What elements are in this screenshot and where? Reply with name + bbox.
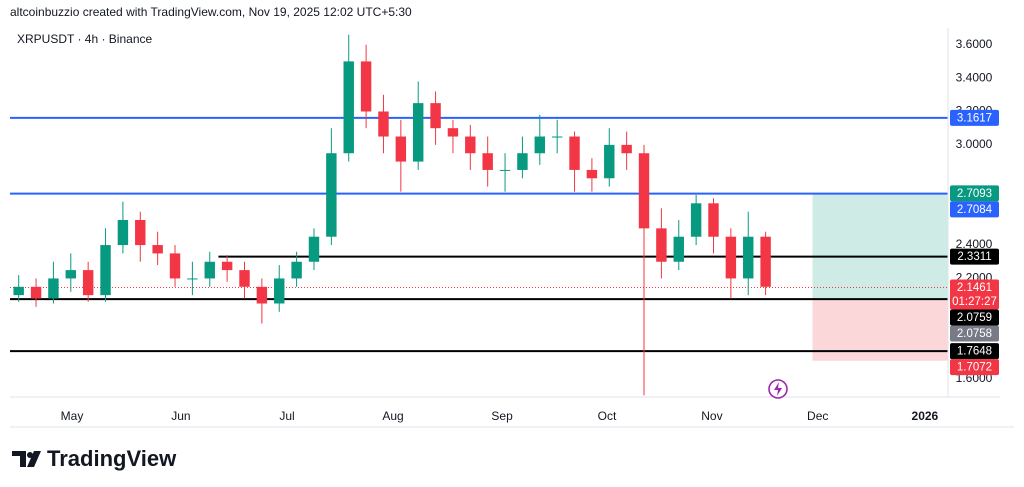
tv-logo xyxy=(12,451,41,467)
y-tick-label: 2.4000 xyxy=(956,237,993,251)
candle-body xyxy=(274,278,285,304)
price-label-box xyxy=(950,309,999,326)
candle-body xyxy=(152,245,163,254)
price-label-box xyxy=(950,201,999,218)
candle-body xyxy=(656,228,667,262)
candle-body xyxy=(708,203,719,237)
x-tick-label: Oct xyxy=(598,409,617,423)
candle-body xyxy=(221,261,233,271)
candle-body xyxy=(638,153,650,229)
price-label: 1.7072 xyxy=(957,362,992,374)
y-tick-label: 3.6000 xyxy=(956,37,993,51)
header: altcoinbuzzio created with TradingView.c… xyxy=(10,5,412,19)
candle-body xyxy=(239,270,250,287)
price-label-box xyxy=(950,185,999,202)
candle-body xyxy=(360,61,372,112)
x-tick-label: 2026 xyxy=(912,409,939,423)
countdown-label: 01:27:27 xyxy=(952,296,997,308)
candle-body xyxy=(395,136,407,162)
candle-body xyxy=(135,220,146,246)
price-label-box xyxy=(950,343,999,360)
candle-body xyxy=(48,278,59,299)
price-label: 1.7648 xyxy=(957,346,992,358)
candle-body xyxy=(499,169,511,171)
price-label-box xyxy=(950,325,999,342)
candle-body xyxy=(621,144,632,154)
price-label: 2.0758 xyxy=(957,328,992,340)
price-label-box xyxy=(950,248,999,265)
price-label-box xyxy=(950,109,999,126)
candle-body xyxy=(673,236,684,262)
symbol-title: XRPUSDT · 4h · Binance xyxy=(17,32,152,46)
candle-body xyxy=(187,278,198,280)
candle-body xyxy=(291,261,302,279)
event-icon-bolt xyxy=(774,382,782,396)
candle-body xyxy=(378,111,389,137)
candle-body xyxy=(204,261,215,279)
candle-body xyxy=(604,144,615,179)
candle-body xyxy=(65,270,77,279)
x-tick-label: Sep xyxy=(491,409,513,423)
footer-logo-text: TradingView xyxy=(47,446,177,471)
candle-body xyxy=(517,153,528,170)
candle-body xyxy=(412,103,424,162)
candle-body xyxy=(725,236,737,279)
candle-body xyxy=(430,103,441,129)
candle-body xyxy=(447,128,459,137)
x-tick-label: Aug xyxy=(382,409,403,423)
y-tick-label: 3.4000 xyxy=(956,70,993,84)
candle-body xyxy=(569,136,580,170)
candle-body xyxy=(690,203,702,237)
candle-body xyxy=(256,286,268,304)
candle-body xyxy=(760,236,771,287)
price-label-box xyxy=(950,359,999,376)
plot-area xyxy=(10,34,948,396)
candle-body xyxy=(308,236,320,262)
x-tick-label: Dec xyxy=(807,409,828,423)
candle-body xyxy=(169,253,181,279)
candle-body xyxy=(13,286,24,296)
candle-body xyxy=(117,220,129,246)
price-label: 2.0759 xyxy=(957,312,992,324)
price-label: 2.3311 xyxy=(957,251,991,263)
candle-body xyxy=(465,136,476,154)
x-tick-label: Jul xyxy=(279,409,294,423)
candle-body xyxy=(30,286,42,299)
price-label-box xyxy=(950,279,999,310)
logo-shape xyxy=(27,451,41,467)
logo-shape xyxy=(27,452,33,458)
price-label: 2.1461 xyxy=(957,282,992,294)
candle-body xyxy=(586,169,598,179)
x-tick-label: Nov xyxy=(701,409,722,423)
candle-body xyxy=(743,236,754,279)
logo-shape xyxy=(12,451,26,467)
price-label: 3.1617 xyxy=(957,112,992,124)
position-profit-zone xyxy=(812,193,948,300)
price-label: 2.7084 xyxy=(957,204,993,216)
candle-body xyxy=(534,136,546,154)
candle-body xyxy=(326,153,337,237)
candle-body xyxy=(100,245,111,296)
candle-body xyxy=(482,153,493,170)
x-tick-label: Jun xyxy=(171,409,190,423)
y-tick-label: 3.0000 xyxy=(956,137,993,151)
price-label: 2.7093 xyxy=(957,188,992,200)
candle-body xyxy=(82,270,94,296)
x-tick-label: May xyxy=(61,409,84,423)
candle-body xyxy=(343,61,354,154)
candle-body xyxy=(551,136,563,138)
